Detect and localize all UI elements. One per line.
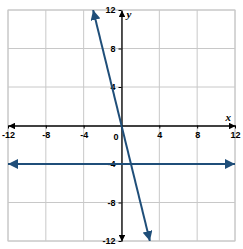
tick: -4: [80, 126, 88, 140]
tick-mark: [119, 49, 122, 50]
tick-mark: [119, 10, 122, 11]
tick: 8: [195, 126, 200, 140]
grid-line-y: [8, 164, 235, 165]
y-axis-label: y: [125, 8, 132, 20]
tick-mark: [197, 126, 198, 129]
tick: -8: [107, 198, 121, 208]
tick-mark: [235, 126, 236, 129]
tick: 12: [230, 126, 240, 140]
tick: 4: [157, 126, 162, 140]
tick-mark: [84, 126, 85, 129]
tick-label: 0: [113, 132, 118, 142]
tick-mark: [8, 126, 9, 129]
tick-label: 12: [105, 5, 115, 15]
tick-label: -8: [42, 130, 50, 140]
tick: 12: [105, 5, 121, 15]
chart: -12-8-404812-12-8-44812xy: [0, 0, 243, 249]
tick-label: 4: [157, 130, 162, 140]
tick: -12: [102, 236, 121, 246]
plot-area: [8, 10, 235, 241]
tick-mark: [119, 203, 122, 204]
tick-label: -12: [102, 236, 115, 246]
tick-mark: [119, 241, 122, 242]
tick-label: 8: [110, 44, 115, 54]
tick-mark: [159, 126, 160, 129]
tick-label: 8: [195, 130, 200, 140]
tick-label: -8: [107, 198, 115, 208]
plot-frame: [8, 10, 235, 241]
x-axis-label: x: [225, 111, 232, 123]
tick: 0: [113, 126, 122, 142]
line: [8, 163, 235, 165]
tick: -8: [42, 126, 50, 140]
y-axis: -12-8-44812: [102, 5, 122, 246]
tick-label: 12: [230, 130, 240, 140]
tick-mark: [46, 126, 47, 129]
grid: [8, 10, 235, 241]
tick-label: -4: [80, 130, 88, 140]
tick-label: -12: [2, 130, 15, 140]
tick: 8: [110, 44, 121, 54]
tick: -12: [2, 126, 15, 140]
line: [93, 10, 150, 241]
tick-mark: [119, 87, 122, 88]
